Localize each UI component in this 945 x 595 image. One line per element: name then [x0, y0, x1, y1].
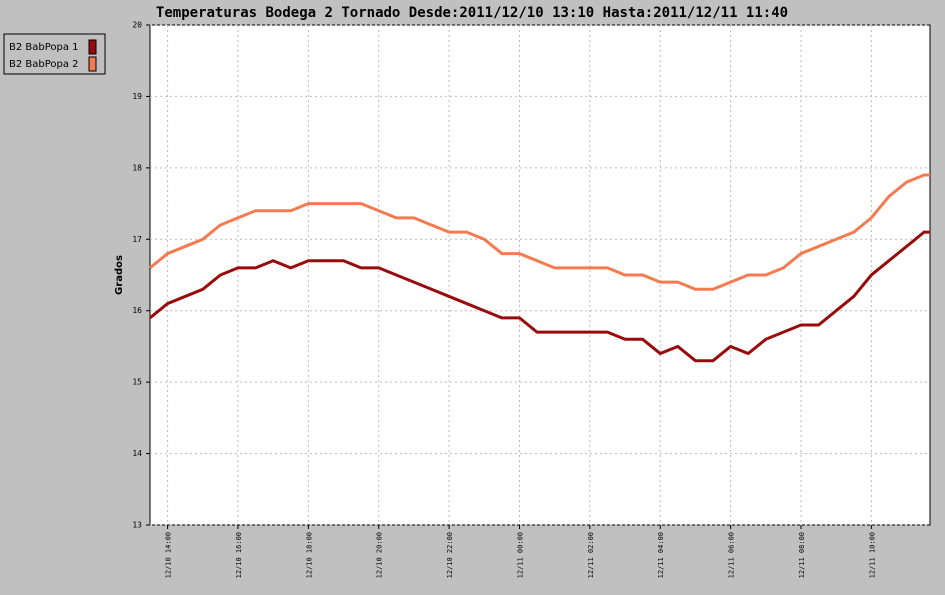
y-tick-label: 20 — [132, 21, 142, 30]
x-tick-label: 12/11 06:00 — [728, 532, 736, 578]
x-tick-label: 12/11 08:00 — [798, 532, 806, 578]
x-tick-label: 12/11 04:00 — [657, 532, 665, 578]
y-tick-label: 15 — [132, 378, 142, 387]
legend-label: B2 BabPopa 1 — [9, 42, 79, 53]
y-tick-label: 14 — [132, 449, 142, 458]
legend-box — [3, 33, 106, 75]
legend-swatch — [88, 56, 97, 72]
y-tick-label: 18 — [132, 163, 142, 172]
x-tick-label: 12/10 22:00 — [446, 532, 454, 578]
x-tick-label: 12/10 14:00 — [165, 532, 173, 578]
y-tick-label: 19 — [132, 92, 142, 101]
y-tick-label: 16 — [132, 306, 142, 315]
y-tick-label: 17 — [132, 235, 142, 244]
series-line — [149, 173, 930, 291]
plot-area — [149, 24, 931, 526]
legend-label: B2 BabPopa 2 — [9, 59, 79, 70]
legend-swatch — [88, 39, 97, 55]
x-tick-label: 12/11 10:00 — [868, 532, 876, 578]
series-line — [149, 230, 930, 363]
x-tick-label: 12/11 00:00 — [516, 532, 524, 578]
x-tick-label: 12/11 02:00 — [587, 532, 595, 578]
y-axis-label: Grados — [114, 255, 125, 295]
x-tick-label: 12/10 18:00 — [305, 532, 313, 578]
chart-title: Temperaturas Bodega 2 Tornado Desde:2011… — [156, 5, 788, 21]
x-tick-label: 12/10 20:00 — [376, 532, 384, 578]
x-tick-label: 12/10 16:00 — [235, 532, 243, 578]
y-tick-label: 13 — [132, 521, 142, 530]
